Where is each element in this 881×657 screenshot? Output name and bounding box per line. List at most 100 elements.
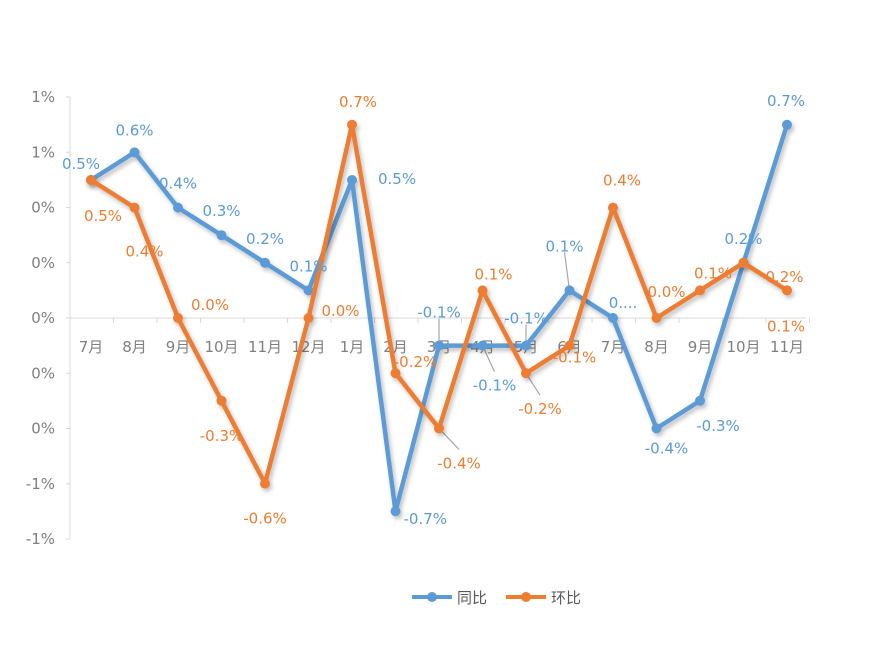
- data-label: 0.7%: [339, 93, 377, 111]
- data-label: 0.6%: [115, 121, 153, 139]
- data-label: 0.7%: [767, 92, 805, 110]
- data-label: 0.0%: [321, 302, 359, 320]
- data-label: 0.3%: [202, 202, 240, 220]
- series-layer: [86, 119, 792, 517]
- data-point: [651, 423, 662, 434]
- y-tick-label: 1%: [31, 143, 55, 161]
- data-point: [86, 175, 96, 185]
- data-label: -0.1%: [473, 377, 517, 395]
- data-label: -0.3%: [200, 427, 244, 445]
- legend-label: 同比: [457, 589, 487, 607]
- data-label: 0.4%: [159, 175, 197, 193]
- data-label: -0.7%: [404, 510, 448, 528]
- data-label: 0.1%: [289, 257, 327, 275]
- data-point: [564, 340, 575, 351]
- data-label: -0.3%: [696, 417, 740, 435]
- legend-label: 环比: [551, 589, 581, 607]
- x-tick-label: 12月: [291, 338, 325, 356]
- data-point: [216, 230, 227, 241]
- data-label: 0.1%: [474, 265, 512, 283]
- data-label: -0.4%: [437, 454, 481, 472]
- data-point: [434, 340, 444, 351]
- data-point: [434, 423, 444, 434]
- legend: 同比 环比: [412, 589, 581, 607]
- data-point: [651, 313, 662, 323]
- legend-item: 环比: [506, 589, 581, 607]
- data-label: 0.1%: [545, 237, 583, 255]
- leader-line: [563, 252, 571, 291]
- x-tick-label: 1月: [340, 338, 365, 356]
- data-label: 0.4%: [125, 243, 163, 261]
- data-label: -0.2%: [518, 400, 562, 418]
- y-tick-label: 1%: [31, 88, 55, 106]
- data-point: [260, 257, 270, 268]
- data-point: [695, 395, 705, 406]
- data-point: [347, 175, 357, 185]
- data-point: [564, 285, 575, 296]
- data-point: [738, 257, 749, 268]
- data-label: 0.1%: [767, 317, 805, 335]
- data-label: -0.2%: [394, 353, 438, 371]
- data-point: [521, 368, 531, 379]
- data-label: -0.1%: [553, 349, 597, 367]
- x-tick-label: 7月: [601, 338, 626, 356]
- data-label: 0.5%: [84, 207, 122, 225]
- data-point: [521, 340, 531, 351]
- data-point: [477, 340, 488, 351]
- y-tick-label: 0%: [31, 254, 55, 272]
- data-point: [695, 285, 705, 296]
- data-point: [347, 119, 357, 130]
- data-point: [782, 119, 792, 130]
- data-point: [303, 313, 314, 323]
- x-tick-label: 11月: [248, 338, 282, 356]
- data-labels: 0.5%0.6%0.4%0.3%0.2%0.1%0.5%-0.7%-0.1%-0…: [62, 92, 805, 528]
- data-point: [477, 285, 488, 296]
- data-label: 0....: [609, 294, 638, 312]
- data-point: [608, 313, 618, 323]
- data-point: [390, 506, 401, 517]
- series-1: [86, 119, 792, 517]
- y-tick-label: 0%: [31, 364, 55, 382]
- x-tick-label: 10月: [204, 338, 238, 356]
- data-point: [782, 285, 792, 296]
- data-label: 0.0%: [191, 296, 229, 314]
- data-label: 0.1%: [694, 264, 732, 282]
- data-point: [216, 395, 227, 406]
- data-label: 0.4%: [603, 172, 641, 190]
- series-2: [86, 119, 792, 489]
- data-point: [608, 202, 618, 213]
- data-label: 0.0%: [647, 283, 685, 301]
- x-tick-label: 8月: [122, 338, 147, 356]
- data-point: [303, 285, 314, 296]
- data-label: -0.1%: [417, 304, 461, 322]
- legend-item: 同比: [412, 589, 487, 607]
- legend-swatch-marker: [427, 592, 437, 602]
- x-tick-label: 9月: [688, 338, 713, 356]
- data-label: -0.1%: [504, 310, 548, 328]
- data-label: 0.2%: [765, 268, 803, 286]
- data-point: [260, 478, 270, 489]
- data-point: [129, 147, 140, 158]
- legend-swatch-marker: [521, 592, 531, 602]
- y-tick-label: 0%: [31, 420, 55, 438]
- x-tick-label: 8月: [644, 338, 669, 356]
- data-label: 0.2%: [724, 230, 762, 248]
- data-point: [173, 202, 183, 213]
- data-label: 0.5%: [378, 170, 416, 188]
- data-point: [390, 368, 401, 379]
- y-tick-label: 0%: [31, 199, 55, 217]
- y-tick-label: 0%: [31, 309, 55, 327]
- x-tick-label: 9月: [166, 338, 191, 356]
- data-label: 0.2%: [246, 230, 284, 248]
- data-label: 0.5%: [62, 155, 100, 173]
- x-tick-label: 7月: [79, 338, 104, 356]
- y-tick-label: -1%: [26, 475, 55, 493]
- y-tick-label: -1%: [26, 530, 55, 548]
- data-point: [173, 313, 183, 323]
- data-label: -0.4%: [645, 439, 689, 457]
- data-point: [129, 202, 140, 213]
- x-tick-label: 11月: [770, 338, 804, 356]
- data-label: -0.6%: [243, 510, 287, 528]
- axes: 1%1%0%0%0%0%0%-1%-1%7月8月9月10月11月12月1月2月3…: [26, 88, 810, 548]
